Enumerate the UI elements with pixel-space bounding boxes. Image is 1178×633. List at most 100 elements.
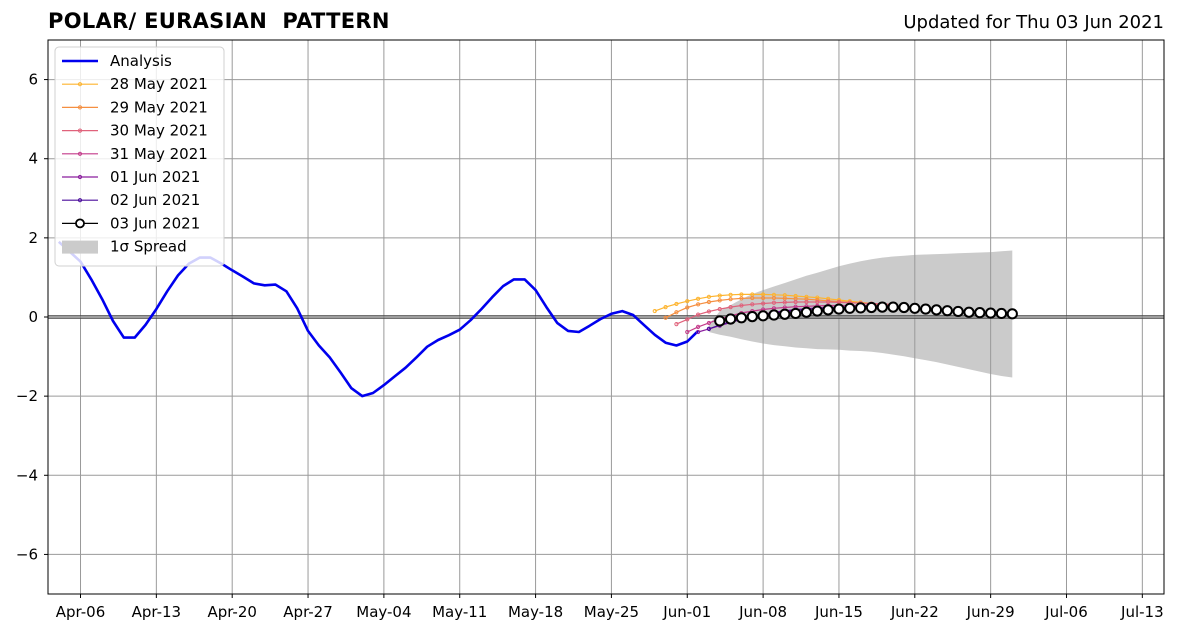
legend: Analysis 28 May 2021 29 May 2021 30 May 202… (54, 46, 225, 267)
legend-label: Analysis (110, 52, 172, 70)
forecast-marker (757, 310, 769, 322)
forecast-marker (768, 309, 780, 321)
forecast-marker (674, 310, 679, 315)
forecast-marker (974, 307, 986, 319)
forecast-marker (717, 306, 722, 312)
x-tick-label: Jun-15 (814, 603, 863, 621)
legend-label: 31 May 2021 (110, 145, 208, 163)
series-lines (57, 240, 1018, 398)
forecast-marker (779, 308, 791, 320)
forecast-marker (735, 312, 748, 324)
forecast-marker (663, 315, 668, 320)
legend-marker (77, 105, 83, 110)
forecast-marker (717, 293, 722, 298)
forecast-marker (728, 305, 733, 310)
forecast-marker (811, 305, 823, 317)
forecast-marker (952, 305, 964, 318)
forecast-marker (685, 329, 690, 335)
x-tick-label: Apr-13 (132, 603, 182, 621)
forecast-marker (739, 292, 744, 297)
forecast-marker (822, 304, 834, 316)
legend-swatch (62, 240, 98, 254)
forecast-marker (782, 300, 787, 305)
forecast-marker (771, 300, 777, 305)
legend-marker (77, 128, 83, 133)
legend-label: 29 May 2021 (110, 98, 208, 116)
forecast-marker (941, 305, 953, 317)
forecast-marker (746, 311, 758, 323)
forecast-marker (761, 295, 766, 301)
legend-label: 01 Jun 2021 (110, 168, 200, 186)
forecast-marker (793, 299, 798, 305)
forecast-marker (725, 313, 737, 325)
forecast-line-30-may-2021 (676, 301, 894, 325)
x-tick-label: Jul-06 (1044, 603, 1088, 621)
forecast-marker (706, 309, 712, 314)
forecast-marker (695, 329, 701, 335)
forecast-marker (695, 296, 701, 301)
forecast-marker (739, 303, 744, 308)
forecast-marker (728, 292, 733, 297)
forecast-marker (815, 299, 820, 305)
forecast-marker (674, 322, 679, 327)
forecast-marker (898, 301, 910, 314)
y-tick-label: −2 (16, 387, 38, 405)
y-tick-label: −4 (16, 466, 38, 484)
forecast-marker (761, 301, 766, 306)
x-tick-label: May-11 (432, 603, 487, 621)
forecast-marker (865, 301, 878, 314)
analysis-line (57, 240, 700, 398)
legend-marker (77, 198, 83, 203)
x-tick-label: May-18 (508, 603, 563, 621)
x-tick-label: Jun-01 (662, 603, 711, 621)
forecast-marker (706, 326, 712, 331)
forecast-marker (985, 307, 997, 319)
forecast-marker (771, 295, 777, 301)
x-tick-label: Jun-29 (966, 603, 1015, 621)
updated-date: Updated for Thu 03 Jun 2021 (903, 12, 1164, 33)
y-tick-label: 4 (28, 150, 38, 168)
forecast-marker (963, 306, 975, 318)
legend-label: 02 Jun 2021 (110, 191, 200, 209)
forecast-marker (695, 302, 701, 307)
x-axis: Apr-06 Apr-13 Apr-20 Apr-27 May-04 May-11 May-… (56, 594, 1164, 621)
forecast-marker (804, 294, 809, 299)
forecast-marker (815, 295, 820, 300)
forecast-marker (1006, 308, 1018, 320)
y-axis: −6 −4 −2 0 2 4 6 (16, 71, 48, 563)
forecast-marker (790, 307, 802, 320)
forecast-marker (750, 302, 755, 307)
legend-marker (77, 151, 83, 156)
forecast-marker (833, 303, 845, 315)
legend-marker (77, 174, 83, 180)
legend-marker (77, 82, 83, 87)
forecast-marker (714, 315, 726, 327)
forecast-marker (909, 302, 921, 314)
x-tick-label: Apr-27 (283, 603, 333, 621)
forecast-marker (876, 301, 888, 313)
y-tick-label: −6 (16, 545, 38, 563)
x-tick-label: Jun-22 (890, 603, 939, 621)
forecast-line-28-may-2021 (654, 293, 894, 312)
forecast-marker (804, 299, 809, 305)
forecast-marker (739, 296, 744, 301)
x-tick-label: Jun-08 (738, 603, 787, 621)
chart-title: POLAR/ EURASIAN PATTERN (48, 9, 390, 33)
forecast-marker (750, 295, 755, 301)
forecast-marker (685, 305, 690, 310)
forecast-marker (706, 294, 712, 299)
forecast-marker (717, 298, 722, 303)
forecast-marker (706, 299, 712, 305)
forecast-marker (706, 320, 712, 326)
y-tick-label: 6 (28, 71, 38, 89)
x-tick-label: May-04 (356, 603, 411, 621)
x-tick-label: Apr-06 (56, 603, 106, 621)
forecast-marker (663, 305, 668, 310)
y-tick-label: 2 (28, 229, 38, 247)
x-tick-label: May-25 (584, 603, 639, 621)
y-tick-label: 0 (28, 308, 38, 326)
forecast-marker (685, 317, 690, 322)
legend-label: 30 May 2021 (110, 122, 208, 140)
legend-label: 1σ Spread (110, 238, 187, 256)
legend-box (54, 46, 225, 267)
